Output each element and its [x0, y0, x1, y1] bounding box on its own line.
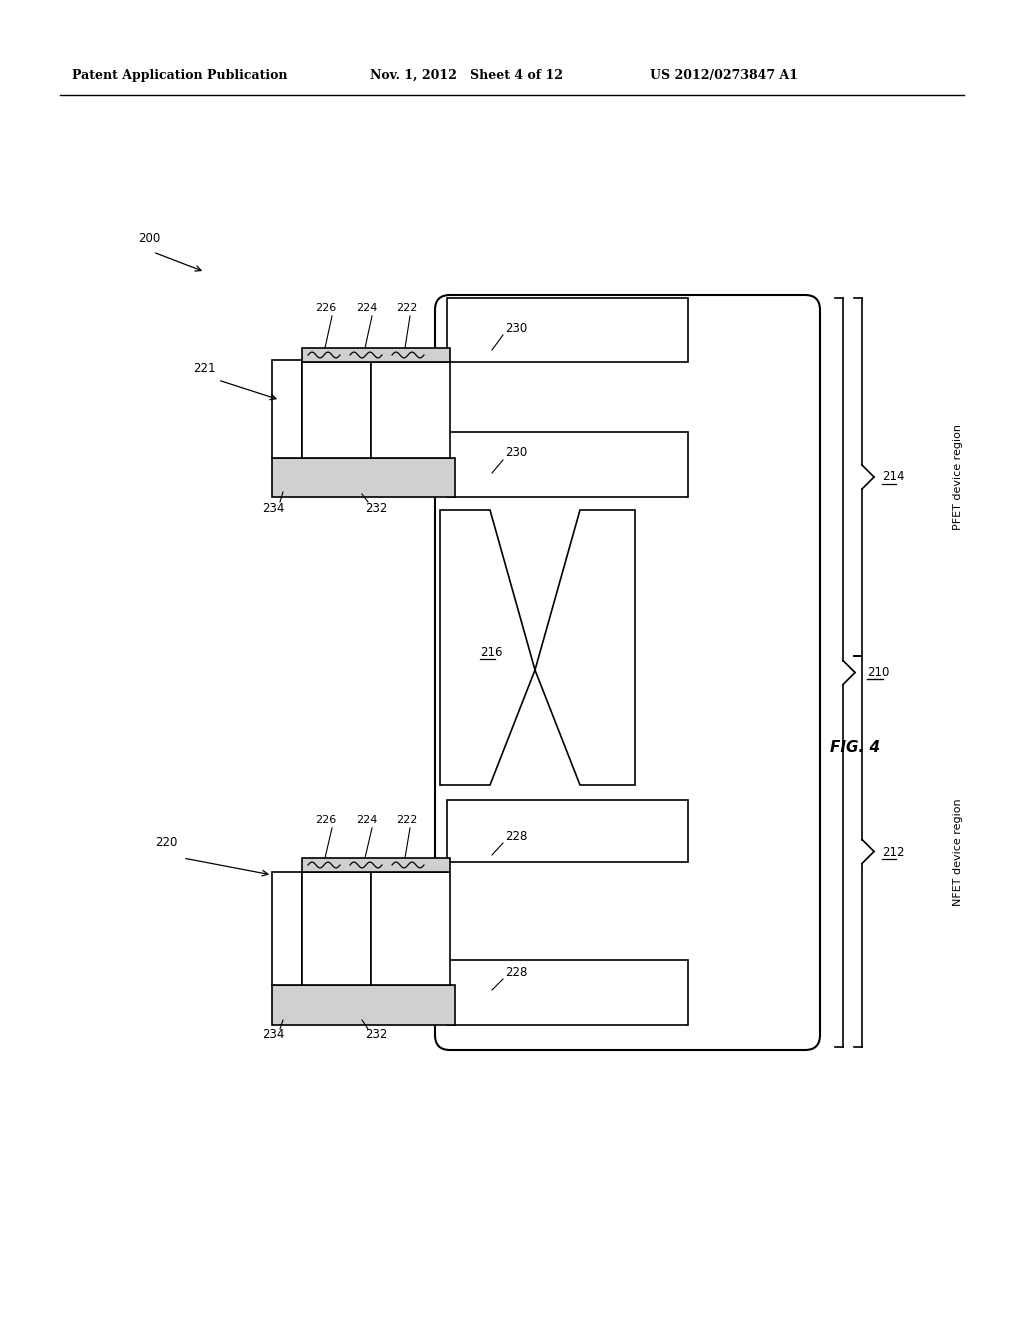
Text: 232: 232	[365, 1028, 387, 1041]
FancyBboxPatch shape	[435, 294, 820, 1049]
Text: 226: 226	[315, 814, 336, 825]
Text: 234: 234	[262, 1028, 285, 1041]
Text: 216: 216	[480, 645, 503, 659]
Bar	[371, 362, 450, 458]
Text: 222: 222	[396, 304, 418, 313]
Text: US 2012/0273847 A1: US 2012/0273847 A1	[650, 69, 798, 82]
Bar	[302, 858, 450, 873]
Text: 228: 228	[505, 965, 527, 978]
Text: 224: 224	[356, 304, 378, 313]
Bar	[371, 873, 450, 985]
Text: 228: 228	[505, 829, 527, 842]
Bar	[302, 362, 371, 458]
Bar	[447, 298, 688, 362]
Text: 212: 212	[882, 846, 904, 858]
Text: 230: 230	[505, 446, 527, 459]
Text: 222: 222	[396, 814, 418, 825]
Bar	[272, 360, 302, 458]
Bar	[302, 348, 450, 362]
Text: 214: 214	[882, 470, 904, 483]
Text: 232: 232	[365, 502, 387, 515]
Text: 230: 230	[505, 322, 527, 334]
Bar	[272, 873, 302, 985]
Text: 221: 221	[193, 362, 215, 375]
Text: 234: 234	[262, 502, 285, 515]
Text: PFET device region: PFET device region	[953, 424, 963, 531]
Text: 210: 210	[867, 665, 890, 678]
Text: Patent Application Publication: Patent Application Publication	[72, 69, 288, 82]
Text: NFET device region: NFET device region	[953, 799, 963, 906]
Text: 200: 200	[138, 231, 160, 244]
Bar	[272, 458, 455, 498]
Bar	[447, 960, 688, 1026]
Bar	[447, 800, 688, 862]
Polygon shape	[440, 510, 535, 785]
Bar	[447, 432, 688, 498]
Bar	[302, 873, 371, 985]
Text: Nov. 1, 2012   Sheet 4 of 12: Nov. 1, 2012 Sheet 4 of 12	[370, 69, 563, 82]
Polygon shape	[535, 510, 635, 785]
Text: 220: 220	[155, 836, 177, 849]
Text: 226: 226	[315, 304, 336, 313]
Bar	[272, 985, 455, 1026]
Text: 224: 224	[356, 814, 378, 825]
Text: FIG. 4: FIG. 4	[830, 741, 880, 755]
